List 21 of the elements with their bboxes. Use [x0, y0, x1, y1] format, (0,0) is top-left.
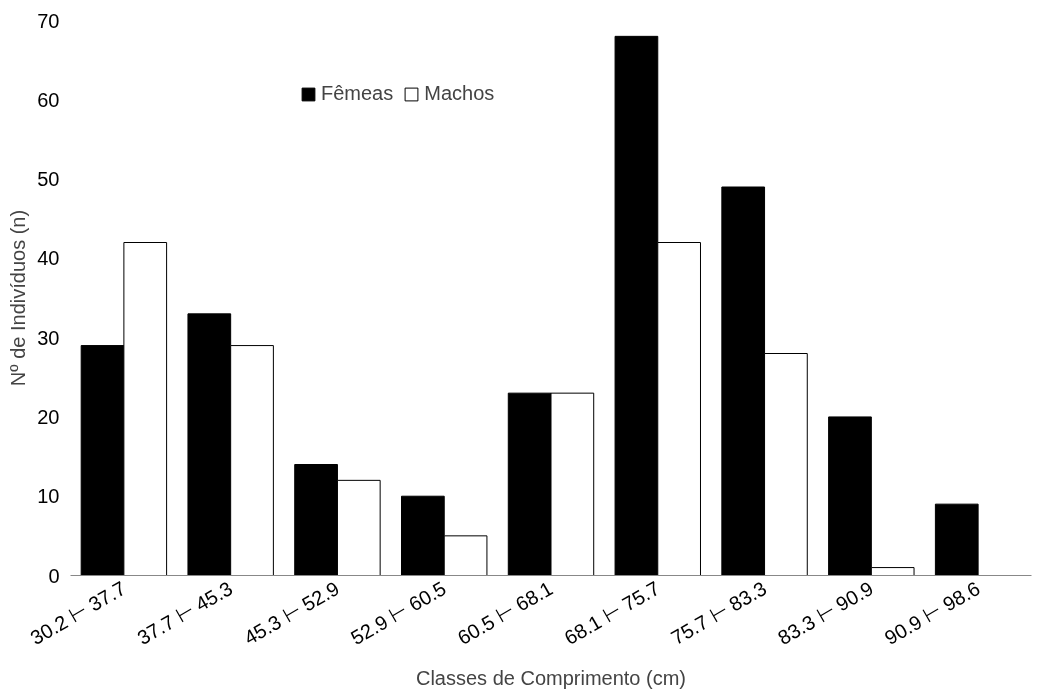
y-tick-label: 0 — [48, 564, 60, 587]
x-tick-label: 90.9 ⊢ 98.6 — [880, 576, 984, 650]
x-tick-label: 83.3 ⊢ 90.9 — [774, 576, 877, 650]
x-tick-label: 37.7 ⊢ 45.3 — [133, 576, 237, 650]
bar — [934, 503, 979, 576]
y-tick-label: 60 — [37, 88, 60, 111]
x-tick-label: 68.1 ⊢ 75.7 — [560, 576, 664, 650]
y-tick-label: 20 — [37, 405, 60, 428]
x-tick-label: 60.5 ⊢ 68.1 — [453, 576, 557, 650]
y-tick-label: 40 — [37, 247, 60, 270]
x-tick-label: 52.9 ⊢ 60.5 — [346, 576, 450, 650]
x-axis-title: Classes de Comprimento (cm) — [415, 666, 687, 689]
x-tick-label: 75.7 ⊢ 83.3 — [667, 576, 771, 650]
y-axis-title: Nº de Indivíduos (n) — [7, 209, 30, 387]
y-tick-label: 70 — [37, 9, 60, 32]
legend-label: Fêmeas — [321, 82, 394, 105]
x-tick-label: 45.3 ⊢ 52.9 — [240, 576, 343, 650]
y-tick-label: 10 — [37, 485, 60, 508]
y-tick-label: 30 — [37, 326, 60, 349]
y-tick-label: 50 — [37, 168, 60, 191]
legend-label: Machos — [424, 82, 495, 105]
